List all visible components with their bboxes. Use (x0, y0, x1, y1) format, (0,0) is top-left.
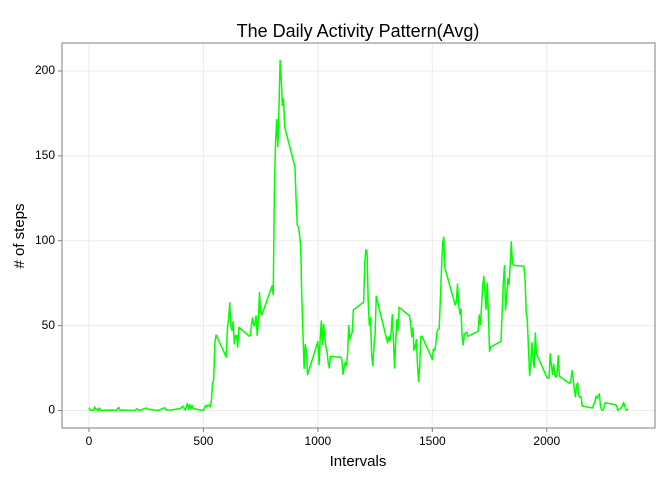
x-tick-label: 0 (86, 434, 93, 448)
line-series (88, 59, 629, 412)
x-tick-label: 2000 (533, 434, 560, 448)
y-tick-label: 100 (35, 233, 55, 247)
y-tick-label: 200 (35, 63, 55, 77)
plot-border (61, 42, 656, 429)
x-tick-label: 1500 (419, 434, 446, 448)
y-tick-label: 50 (42, 318, 56, 332)
x-tick-label: 1000 (305, 434, 332, 448)
chart-title: The Daily Activity Pattern(Avg) (237, 21, 480, 41)
y-tick-label: 150 (35, 148, 55, 162)
x-tick-label: 500 (193, 434, 213, 448)
y-axis-label: # of steps (11, 203, 28, 268)
x-axis-label: Intervals (330, 453, 387, 470)
y-tick-label: 0 (48, 403, 55, 417)
